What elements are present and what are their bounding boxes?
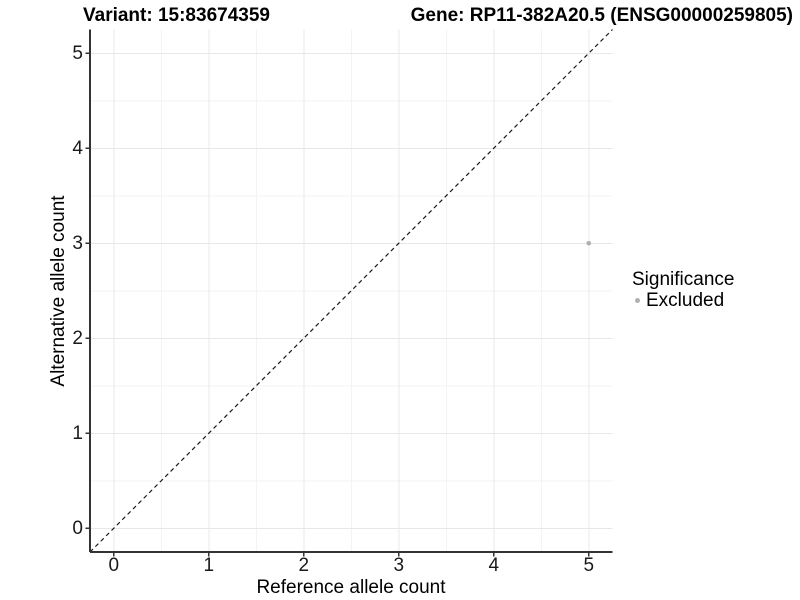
legend-item-label: Excluded [646, 290, 725, 311]
x-axis-label: Reference allele count [256, 577, 446, 598]
legend-title: Significance [632, 269, 735, 290]
data-point [586, 240, 592, 246]
y-tick-label: 0 [72, 518, 83, 539]
y-tick-label: 5 [72, 43, 83, 64]
x-tick-label: 2 [298, 555, 309, 576]
x-tick-label: 1 [203, 555, 214, 576]
x-tick-label: 0 [108, 555, 119, 576]
y-tick-label: 3 [72, 233, 83, 254]
title-gene: Gene: RP11-382A20.5 (ENSG00000259805) [410, 5, 793, 26]
title-variant: Variant: 15:83674359 [83, 5, 270, 26]
x-tick-label: 5 [583, 555, 594, 576]
legend-key-dot [635, 298, 640, 303]
plot-title: Variant: 15:83674359 Gene: RP11-382A20.5… [83, 5, 793, 27]
y-axis-label: Alternative allele count [48, 195, 69, 387]
x-tick-label: 4 [488, 555, 499, 576]
legend-item-excluded: Excluded [630, 290, 734, 311]
identity-reference-line [89, 29, 613, 553]
x-tick-label: 3 [393, 555, 404, 576]
y-tick-label: 2 [72, 328, 83, 349]
y-tick-label: 4 [72, 138, 83, 159]
legend: Significance Excluded [630, 269, 734, 311]
y-tick-label: 1 [72, 423, 83, 444]
